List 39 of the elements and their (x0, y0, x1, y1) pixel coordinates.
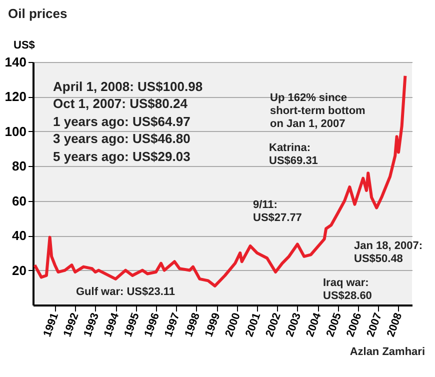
x-tick-label: 1992 (62, 311, 82, 339)
x-tick-label: 2007 (364, 311, 384, 339)
y-tick-label: 140 (4, 54, 26, 70)
annotation: Iraq war: US$28.60 (323, 277, 372, 302)
x-tick-label: 2003 (284, 311, 304, 339)
x-tick-label: 1999 (203, 311, 223, 339)
annotation: Oct 1, 2007: US$80.24 (53, 96, 188, 111)
annotation: 3 years ago: US$46.80 (53, 131, 190, 146)
y-tick-label: 100 (4, 124, 26, 139)
x-tick-label: 1994 (102, 310, 122, 339)
x-tick-label: 1998 (182, 311, 203, 339)
y-tick-label: 120 (4, 89, 26, 104)
y-tick-label: 60 (12, 193, 26, 208)
y-axis-title: US$ (14, 40, 35, 52)
annotation: 5 years ago: US$29.03 (53, 149, 190, 164)
x-tick-label: 1996 (142, 311, 162, 339)
x-tick-label: 2001 (244, 311, 264, 339)
annotation: Up 162% since short-term bottom on Jan 1, 2007 (270, 92, 366, 130)
y-tick-label: 80 (12, 158, 26, 174)
annotation: Gulf war: US$23.11 (76, 286, 176, 298)
text: Azlan Zamhari (350, 346, 425, 358)
x-tick-label: 1993 (82, 311, 102, 339)
annotation: 9/11: US$27.77 (253, 199, 302, 224)
x-tick-label: 1997 (162, 311, 182, 339)
x-tick-label: 2008 (384, 311, 405, 339)
y-tick-label: 20 (12, 262, 26, 278)
x-tick-label: 2005 (324, 311, 344, 339)
annotation: 1 years ago: US$64.97 (53, 114, 190, 129)
x-tick-label: 2002 (264, 311, 284, 339)
x-tick-label: 2000 (223, 311, 243, 339)
x-tick-label: 2004 (304, 310, 324, 339)
annotation: Jan 18, 2007: US$50.48 (354, 240, 422, 265)
chart-title: Oil prices (8, 6, 68, 21)
annotation: Katrina: US$69.31 (269, 142, 318, 167)
x-tick-label: 1995 (122, 311, 142, 339)
x-tick-label: 2006 (344, 311, 364, 339)
x-tick-label: 1991 (41, 311, 62, 339)
annotation: April 1, 2008: US$100.98 (53, 79, 203, 94)
y-tick-label: 40 (12, 228, 26, 244)
